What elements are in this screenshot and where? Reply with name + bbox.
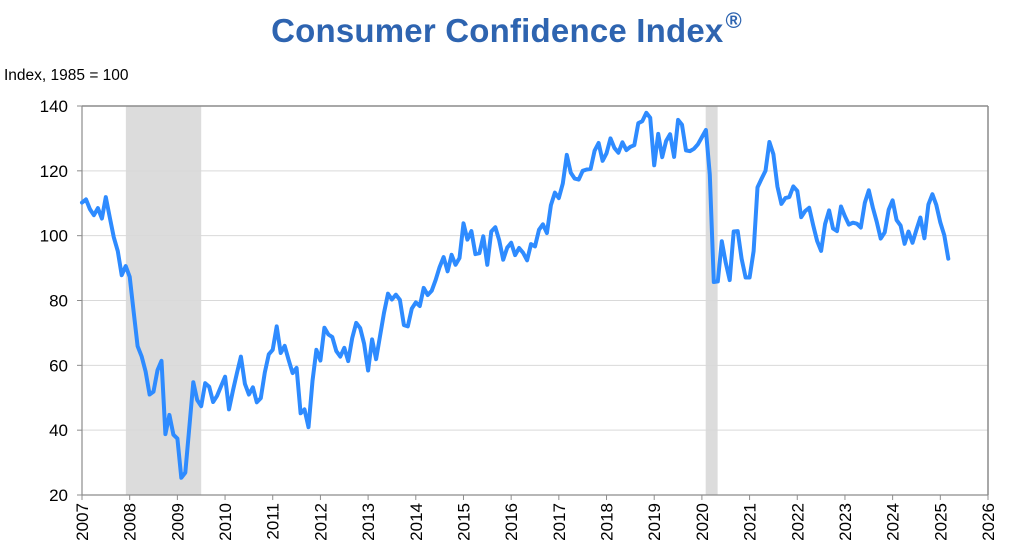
x-tick-label: 2024: [884, 503, 903, 541]
x-axis-ticks: 2007 2008 2009 2010 2011 2012 2013 2014 2015 2016…: [73, 495, 998, 541]
chart-title-text: Consumer Confidence Index: [271, 12, 724, 49]
x-tick-label: 2023: [836, 503, 855, 541]
registered-mark: ®: [725, 8, 742, 33]
x-tick-label: 2020: [693, 503, 712, 541]
x-tick-label: 2010: [216, 503, 235, 541]
chart-title: Consumer Confidence Index®: [0, 8, 1013, 50]
x-tick-label: 2008: [121, 503, 140, 541]
y-axis-ticks: 20 40 60 80 100 120 140: [40, 97, 82, 505]
x-tick-label: 2014: [407, 503, 426, 541]
x-tick-label: 2007: [73, 503, 92, 541]
x-tick-label: 2018: [598, 503, 617, 541]
x-tick-label: 2026: [979, 503, 998, 541]
y-tick-label: 40: [49, 421, 68, 440]
x-tick-label: 2017: [550, 503, 569, 541]
x-tick-label: 2013: [359, 503, 378, 541]
x-tick-label: 2012: [311, 503, 330, 541]
x-tick-label: 2022: [788, 503, 807, 541]
x-tick-label: 2015: [454, 503, 473, 541]
gridlines-group: [82, 170, 988, 431]
series-line: [80, 110, 951, 480]
x-tick-label: 2009: [168, 503, 187, 541]
y-tick-label: 120: [40, 162, 68, 181]
y-tick-label: 100: [40, 227, 68, 246]
y-tick-label: 60: [49, 356, 68, 375]
series-group: [80, 110, 951, 480]
x-tick-label: 2011: [264, 503, 283, 540]
y-tick-label: 140: [40, 97, 68, 116]
x-tick-label: 2025: [931, 503, 950, 541]
x-tick-label: 2016: [502, 503, 521, 541]
x-tick-label: 2019: [645, 503, 664, 541]
x-tick-label: 2021: [741, 503, 760, 541]
y-tick-label: 20: [49, 486, 68, 505]
y-tick-label: 80: [49, 292, 68, 311]
y-axis-label: Index, 1985 = 100: [4, 67, 129, 84]
